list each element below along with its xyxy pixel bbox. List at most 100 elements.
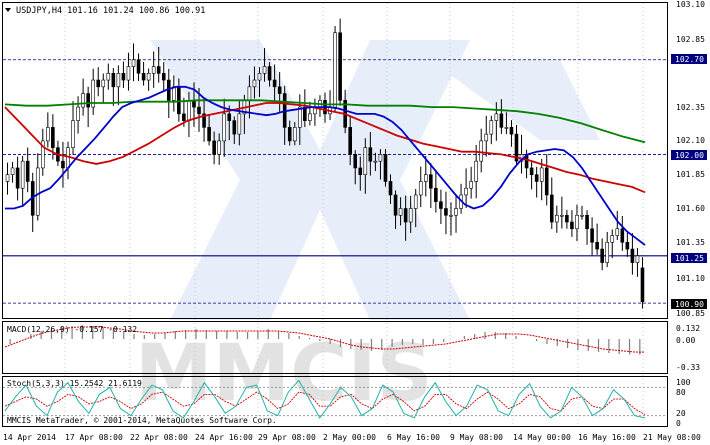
stoch-scale-label: 80 (676, 388, 686, 397)
candle-body (544, 167, 549, 196)
candle-body (423, 174, 428, 182)
candle-body (76, 106, 80, 121)
candle-body (131, 59, 136, 67)
price-label: 102.10 (676, 136, 705, 145)
candle-body (136, 59, 141, 74)
candle-body (383, 154, 388, 182)
candle-body (151, 66, 156, 74)
candle-body (182, 113, 186, 121)
chart-title: USDJPY,H4 101.16 101.24 100.86 100.91 (16, 6, 205, 16)
price-label: 101.10 (676, 274, 705, 283)
candle-body (575, 214, 579, 230)
svg-text:100.90: 100.90 (675, 300, 704, 309)
candle-body (449, 214, 453, 217)
candle-body (15, 167, 20, 189)
candle-body (393, 194, 398, 216)
candle-body (403, 208, 408, 223)
level-tag-102-70: 102.70 (671, 54, 707, 64)
candle-body (388, 181, 393, 196)
svg-text:101.25: 101.25 (675, 254, 704, 263)
candle-body (595, 241, 599, 250)
candle-body (590, 228, 594, 243)
candle-body (635, 255, 640, 263)
moving-averages-layer (4, 85, 646, 246)
stoch-scale-label: 0 (676, 419, 681, 428)
candle-body (484, 133, 489, 142)
candle-body (373, 160, 378, 163)
candle-body (96, 79, 101, 88)
candle-body (348, 127, 352, 155)
candle-body (434, 187, 438, 203)
candle-body (585, 214, 589, 230)
candle-body (277, 86, 282, 94)
time-label: 29 Apr 08:00 (258, 433, 316, 442)
candle-body (141, 73, 146, 81)
candle-body (469, 181, 473, 189)
candle-body (40, 140, 45, 169)
candle-body (81, 93, 85, 108)
macd-scale-label: 0.132 (676, 324, 700, 333)
candle-body (454, 208, 458, 216)
candle-body (489, 120, 494, 135)
stoch-label: Stoch(5,3,3) 15.2542 21.6119 (7, 379, 142, 388)
candle-body (398, 208, 403, 216)
candle-body (640, 267, 645, 303)
candle-body (267, 66, 272, 81)
candle-body (549, 194, 554, 223)
candle-body (439, 201, 443, 209)
price-label: 102.85 (676, 35, 705, 44)
candle-body (121, 73, 126, 81)
candle-body (464, 187, 468, 196)
candle-body (368, 147, 373, 162)
candle-body (262, 66, 267, 74)
candle-body (560, 214, 564, 217)
candle-body (172, 86, 176, 101)
macd-layer (4, 325, 646, 355)
macd-scale-label: -0.33 (676, 363, 700, 372)
candle-body (479, 140, 484, 162)
time-label: 6 May 16:00 (387, 433, 440, 442)
candle-body (66, 147, 70, 169)
ma-slow-line (4, 99, 646, 144)
stoch-layer (3, 379, 667, 419)
candle-body (539, 167, 544, 182)
candle-body (333, 32, 337, 108)
price-label: 101.85 (676, 170, 705, 179)
candle-body (413, 194, 418, 209)
candle-body (187, 100, 191, 121)
candle-body (429, 174, 433, 189)
candle-body (212, 140, 216, 155)
level-tag-101-25: 101.25 (671, 253, 707, 263)
candle-body (565, 214, 569, 223)
candle-body (625, 241, 630, 250)
time-label: 14 May 00:00 (513, 433, 571, 442)
candle-body (252, 79, 257, 88)
time-label: 9 May 08:00 (450, 433, 503, 442)
candle-body (408, 208, 413, 223)
candle-body (418, 181, 423, 196)
candle-body (494, 113, 499, 121)
candle-body (610, 235, 615, 243)
candle-body (106, 73, 111, 81)
macd-label: MACD(12,26,9) -0.157 -0.132 (7, 325, 137, 334)
candle-body (620, 228, 625, 243)
candle-body (534, 174, 539, 182)
ma-mid-line (4, 102, 646, 194)
candle-body (161, 73, 166, 81)
candle-body (303, 106, 307, 121)
main-panel-frame (2, 2, 668, 319)
candle-body (237, 113, 242, 135)
candle-body (570, 221, 574, 230)
candle-body (101, 79, 106, 88)
price-label: 101.35 (676, 238, 705, 247)
svg-text:102.70: 102.70 (675, 55, 704, 64)
candle-body (146, 73, 151, 81)
symbol-dropdown-icon[interactable] (5, 8, 11, 12)
candle-body (177, 86, 181, 115)
time-label: 14 Apr 2014 (3, 433, 56, 442)
candle-body (529, 167, 534, 175)
stoch-main-line (4, 379, 646, 419)
candle-body (363, 147, 368, 175)
candle-body (615, 228, 620, 236)
